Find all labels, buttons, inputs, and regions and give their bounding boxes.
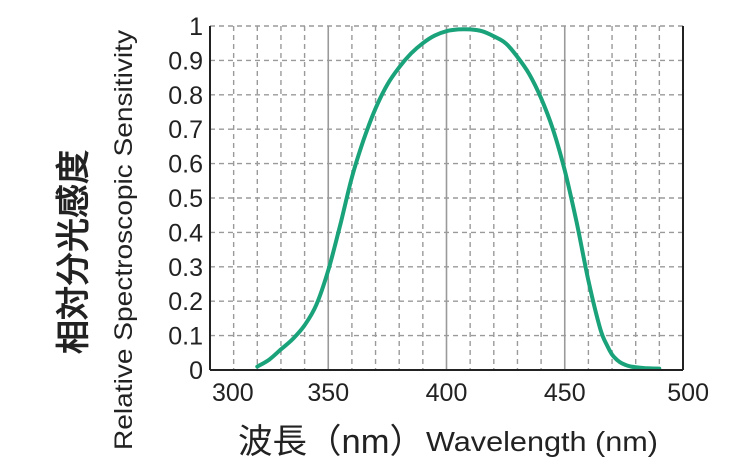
x-tick-label: 350	[307, 379, 349, 407]
y-tick-label: 0.3	[168, 254, 203, 282]
y-tick-label: 0.7	[168, 116, 203, 144]
series-layer	[255, 27, 662, 371]
y-axis-label-english: Relative Spectroscopic Sensitivity	[110, 29, 138, 450]
y-tick-label: 0.1	[168, 323, 203, 351]
y-tick-label: 0.4	[168, 219, 203, 247]
x-tick-label: 500	[667, 379, 709, 407]
y-tick-label: 0.2	[168, 288, 203, 316]
y-tick-label: 1	[189, 13, 203, 41]
y-tick-labels: 0 0.1 0.2 0.3 0.4 0.5 0.6 0.7 0.8 0.9 1	[168, 13, 203, 385]
y-tick-label: 0	[189, 357, 203, 385]
y-tick-label: 0.5	[168, 185, 203, 213]
x-tick-label: 450	[544, 379, 586, 407]
y-tick-label: 0.6	[168, 151, 203, 179]
sensitivity-curve	[255, 27, 662, 371]
x-tick-label: 400	[426, 379, 468, 407]
x-tick-label: 300	[212, 379, 254, 407]
x-tick-labels: 300 350 400 450 500	[212, 379, 709, 407]
y-tick-label: 0.9	[168, 47, 203, 75]
x-axis-label-japanese: 波長（nm）	[238, 423, 424, 461]
x-axis-label-english: Wavelength (nm)	[426, 426, 658, 457]
y-axis-label-japanese: 相対分光感度	[55, 150, 93, 354]
y-tick-label: 0.8	[168, 82, 203, 110]
axes	[209, 26, 684, 371]
grid	[210, 25, 683, 370]
